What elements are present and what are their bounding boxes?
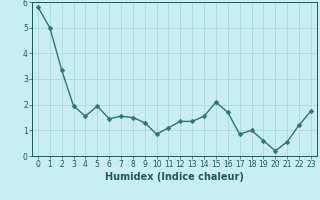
X-axis label: Humidex (Indice chaleur): Humidex (Indice chaleur) [105, 172, 244, 182]
